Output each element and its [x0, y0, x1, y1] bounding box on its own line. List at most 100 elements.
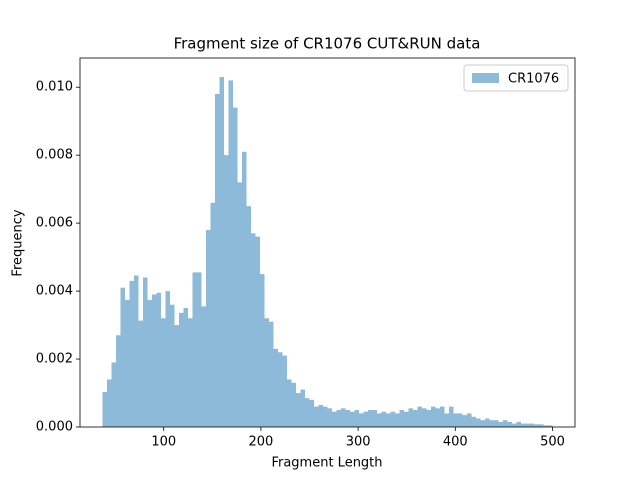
histogram-bar [156, 292, 161, 427]
x-tick-label: 400 [443, 435, 468, 450]
histogram-bar [125, 299, 130, 427]
histogram-bar [143, 277, 148, 427]
histogram-bar [539, 424, 544, 427]
histogram-bar [336, 410, 341, 427]
histogram-bar [525, 423, 530, 427]
histogram-bar [111, 362, 116, 427]
histogram-bar [332, 411, 337, 427]
histogram-bar [206, 229, 211, 427]
legend-label: CR1076 [508, 72, 559, 87]
histogram-bar [300, 389, 305, 427]
y-axis-label: Frequency [11, 209, 26, 276]
histogram-bar [269, 321, 274, 427]
histogram-bar [494, 420, 499, 427]
histogram-bar [431, 406, 436, 427]
histogram-bar [309, 399, 314, 427]
y-tick-label: 0.008 [36, 148, 73, 163]
histogram-bar [548, 425, 553, 427]
histogram-bar [395, 413, 400, 427]
plot-frame [79, 57, 576, 428]
histogram-bar [341, 408, 346, 427]
histogram-bar [129, 280, 134, 427]
histogram-bar [183, 308, 188, 427]
histogram-bar [471, 416, 476, 427]
histogram-bar [444, 413, 449, 427]
legend-frame [463, 64, 569, 92]
legend-swatch [472, 73, 499, 83]
histogram-bar [363, 411, 368, 427]
histogram-bar [152, 294, 157, 427]
histogram-bar [323, 406, 328, 427]
histogram-bar [435, 408, 440, 427]
histogram-bar [480, 420, 485, 427]
histogram-bar [188, 318, 193, 427]
histogram-bar [422, 408, 427, 427]
histogram-bar [372, 410, 377, 427]
histogram-bar [489, 420, 494, 427]
histogram-bar [458, 413, 463, 427]
histogram-bar [242, 151, 247, 428]
histogram-bar [476, 418, 481, 427]
x-tick-label: 100 [151, 435, 176, 450]
histogram-bar [377, 413, 382, 427]
histogram-bar [350, 411, 355, 427]
histogram-bar [467, 413, 472, 427]
histogram-bar [197, 272, 202, 427]
histogram-bar [102, 392, 107, 427]
histogram-bar [219, 77, 224, 428]
histogram-bar [354, 410, 359, 427]
y-tick-label: 0.004 [36, 284, 73, 299]
histogram-bar [516, 421, 521, 427]
histogram-bar [296, 393, 301, 427]
histogram-bar [255, 236, 260, 427]
histogram-bar [260, 274, 265, 427]
histogram-bar [521, 423, 526, 427]
y-tick-label: 0.000 [36, 420, 73, 435]
histogram-bar [305, 398, 310, 427]
histogram-bar [170, 304, 175, 427]
x-tick-label: 300 [346, 435, 371, 450]
histogram-bar [453, 413, 458, 427]
histogram-bar [215, 94, 220, 427]
histogram-bar [224, 155, 229, 427]
histogram-bar [174, 325, 179, 427]
histogram-bar [399, 410, 404, 427]
histogram-bar [386, 413, 391, 427]
histogram-bar [408, 408, 413, 427]
x-axis-label: Fragment Length [271, 456, 382, 471]
histogram-bar [291, 382, 296, 427]
x-tick-label: 500 [540, 435, 565, 450]
histogram-bar [116, 335, 121, 427]
histogram-bar [359, 413, 364, 427]
histogram-bar [417, 406, 422, 427]
histogram-bar [449, 406, 454, 427]
histogram-bar [273, 348, 278, 427]
histogram-bar [390, 411, 395, 427]
x-tick-label: 200 [249, 435, 274, 450]
histogram-bar [233, 107, 238, 428]
histogram-bar [210, 202, 215, 427]
histogram-bar [503, 420, 508, 427]
histogram-bar [543, 425, 548, 427]
histogram-bar [381, 411, 386, 427]
histogram-bar [368, 410, 373, 427]
histogram-bar [314, 406, 319, 427]
histogram-bar [147, 299, 152, 427]
histogram-bar [179, 312, 184, 427]
histogram-bar [404, 411, 409, 427]
histogram-bar [534, 424, 539, 427]
chart-title: Fragment size of CR1076 CUT&RUN data [174, 35, 481, 53]
histogram-bar [345, 410, 350, 427]
histogram-bar [278, 352, 283, 427]
histogram-bar [138, 320, 143, 427]
histogram-bar [228, 80, 233, 427]
histogram-bar [161, 318, 166, 427]
histogram-bar [512, 423, 517, 427]
histogram-bar [264, 318, 269, 427]
y-tick-label: 0.006 [36, 216, 73, 231]
histogram-bar [318, 404, 323, 427]
histogram-bar [426, 410, 431, 427]
histogram-bar [120, 287, 125, 427]
histogram-bar [192, 272, 197, 427]
y-tick-label: 0.002 [36, 352, 73, 367]
